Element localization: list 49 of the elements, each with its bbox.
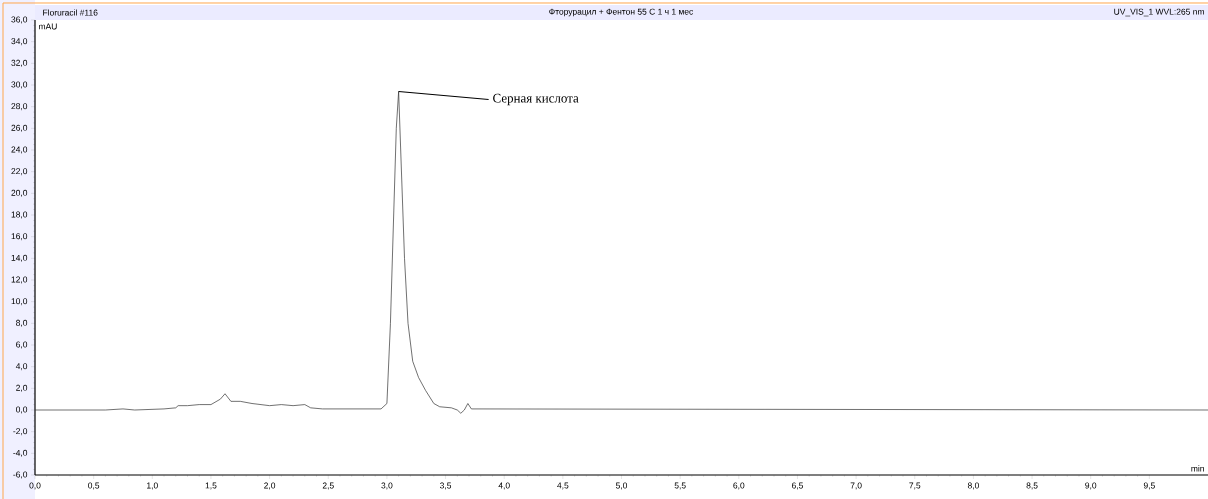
y-tick-label: 28,0 xyxy=(11,103,28,111)
y-tick-label: -4,0 xyxy=(13,449,28,457)
y-tick-label: 14,0 xyxy=(11,254,28,262)
y-tick-label: 4,0 xyxy=(15,363,28,371)
y-tick-label: -2,0 xyxy=(13,428,28,436)
x-tick-label: 8,5 xyxy=(1026,482,1038,490)
y-tick-label: 22,0 xyxy=(11,168,28,176)
x-tick-label: 2,5 xyxy=(322,482,334,490)
x-tick-label: 4,5 xyxy=(557,482,569,490)
y-tick-label: 32,0 xyxy=(11,59,28,67)
x-tick-label: 3,0 xyxy=(381,482,393,490)
x-tick-label: 1,5 xyxy=(205,482,217,490)
y-tick-label: 16,0 xyxy=(11,233,28,241)
x-tick-label: 0,0 xyxy=(29,482,41,490)
y-tick-label: 30,0 xyxy=(11,81,28,89)
x-tick-label: 6,5 xyxy=(792,482,803,490)
y-tick-label: 0,0 xyxy=(16,406,28,414)
y-tick-label: 12,0 xyxy=(11,276,28,284)
y-tick-label: 8,0 xyxy=(16,319,28,327)
x-tick-label: 9,5 xyxy=(1143,482,1155,490)
y-tick-label: 6,0 xyxy=(16,341,28,349)
x-tick-label: 8,0 xyxy=(967,482,979,490)
chart-title: Фторурацил + Фентон 55 С 1 ч 1 мес xyxy=(549,8,694,17)
y-tick-label: -6,0 xyxy=(13,471,28,479)
x-tick-label: 9,0 xyxy=(1085,482,1097,490)
x-tick-label: 5,0 xyxy=(615,482,628,490)
x-tick-label: 7,5 xyxy=(909,482,921,490)
x-tick-label: 6,0 xyxy=(733,482,745,490)
x-tick-label: 0,5 xyxy=(88,482,100,490)
y-tick-label: 10,0 xyxy=(11,298,28,306)
x-tick-label: 1,0 xyxy=(147,482,158,490)
text: UV_VIS_1 WVL:265 nm xyxy=(1114,8,1204,17)
y-tick-label: 36,0 xyxy=(11,16,28,24)
x-tick-label: 2,0 xyxy=(264,482,276,490)
x-axis-title: min xyxy=(1191,465,1204,472)
line-series xyxy=(34,91,1208,414)
y-tick-label: 20,0 xyxy=(11,189,28,197)
y-tick-label: 2,0 xyxy=(16,384,28,392)
annotation: Серная кислота xyxy=(493,93,579,106)
text: Floruracil #116 xyxy=(43,9,98,16)
x-tick-label: 7,0 xyxy=(850,482,862,490)
x-tick-label: 3,5 xyxy=(440,482,452,490)
y-tick-label: 34,0 xyxy=(11,38,28,46)
y-tick-label: 24,0 xyxy=(11,146,28,154)
x-tick-label: 5,5 xyxy=(674,482,686,490)
y-tick-label: 18,0 xyxy=(11,211,28,219)
x-tick-label: 4,0 xyxy=(498,482,510,490)
y-tick-label: 26,0 xyxy=(11,124,28,132)
y-axis-title: mAU xyxy=(39,23,57,30)
